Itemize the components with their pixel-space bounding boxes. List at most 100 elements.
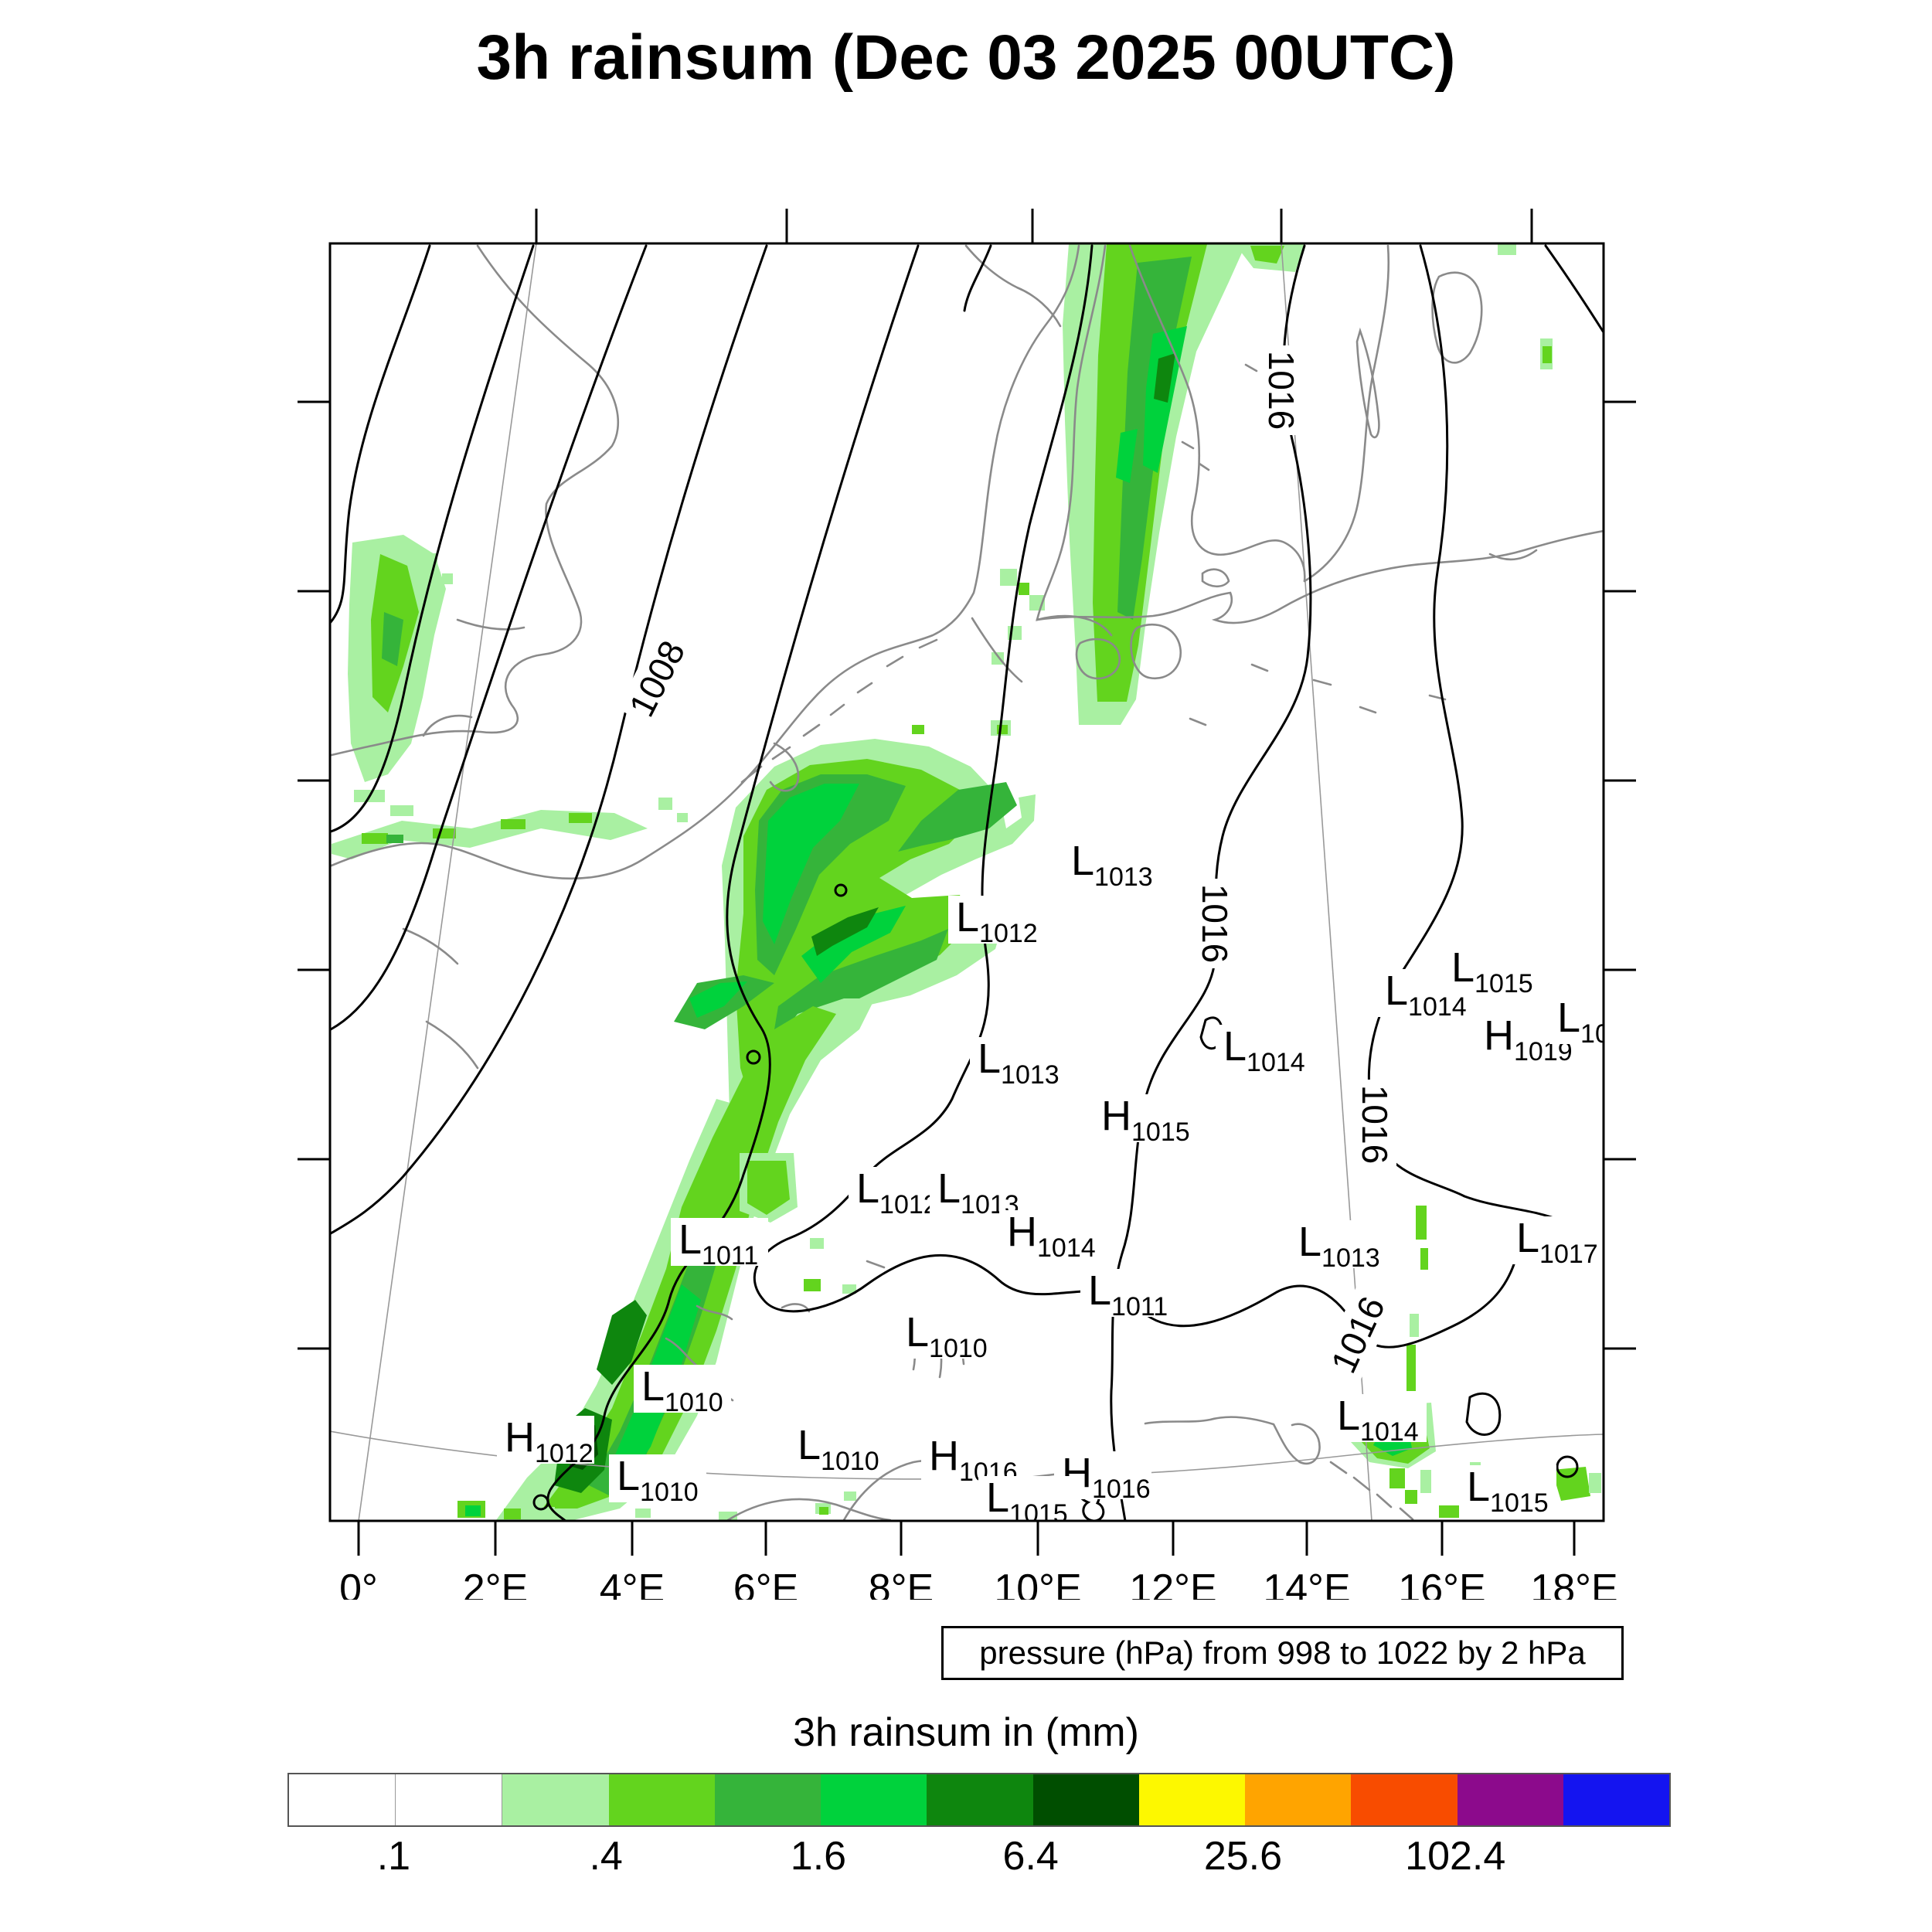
colorbar-boundary-label: 6.4 <box>1002 1834 1059 1879</box>
tick-label-bottom: 18°E <box>1530 1566 1617 1600</box>
svg-text:L1014: L1014 <box>1385 968 1467 1022</box>
pressure-center-L1011: L1011 <box>671 1216 768 1270</box>
rain-patch <box>1154 353 1175 403</box>
coastline <box>1303 244 1390 583</box>
colorbar-boundary-label: .1 <box>376 1834 411 1879</box>
pressure-center-L1010: L1010 <box>790 1422 887 1476</box>
pressure-center-H1015: H1015 <box>1094 1093 1191 1147</box>
pressure-center-L1014: L1014 <box>1329 1393 1427 1447</box>
pressure-center-L1013: L1013 <box>930 1165 1027 1219</box>
tick-label-bottom: 8°E <box>869 1566 934 1600</box>
rain-patch <box>770 929 948 1083</box>
svg-text:L1017: L1017 <box>1557 995 1639 1049</box>
coastline <box>918 638 938 649</box>
coastline <box>1431 271 1483 364</box>
coastline <box>1130 623 1182 680</box>
isobar <box>330 244 431 624</box>
pressure-center-H1014: H1014 <box>999 1209 1097 1263</box>
coastline <box>769 742 800 792</box>
colorbar-labels: .1 .4 1.6 6.4 25.6 102.4 <box>287 1833 1668 1879</box>
svg-text:L1017: L1017 <box>1516 1215 1598 1269</box>
svg-text:L1010: L1010 <box>906 1309 988 1363</box>
coastline <box>1198 462 1210 471</box>
coastlines <box>330 244 1604 1521</box>
pressure-center-L1012: L1012 <box>948 894 1046 948</box>
svg-text:L1014: L1014 <box>1223 1023 1305 1077</box>
tick-label-bottom: 12°E <box>1129 1566 1216 1600</box>
rain-patch <box>1389 1468 1405 1488</box>
coastline <box>1128 244 1306 583</box>
map-frame <box>328 242 1605 1522</box>
tick-label-bottom: 2°E <box>463 1566 528 1600</box>
isobar <box>963 244 992 312</box>
coastline <box>1036 244 1113 637</box>
rain-patch <box>992 652 1004 665</box>
tick-label-bottom: 16°E <box>1398 1566 1485 1600</box>
isobar <box>330 244 535 833</box>
isobar <box>1465 1392 1502 1436</box>
pressure-center-L1011: L1011 <box>1080 1267 1178 1321</box>
pressure-legend-text: pressure (hPa) from 998 to 1022 by 2 hPa <box>979 1634 1586 1671</box>
colorbar-cell-2 <box>502 1774 609 1825</box>
coastline <box>1376 1493 1393 1509</box>
coastline <box>456 618 526 631</box>
coastline <box>964 244 1062 328</box>
rain-patch <box>386 835 403 843</box>
colorbar-cell-5 <box>821 1774 927 1825</box>
isobar <box>330 244 768 1235</box>
svg-text:1016: 1016 <box>1355 1085 1395 1164</box>
pressure-center-L1010: L1010 <box>609 1453 706 1507</box>
pressure-center-L1017: L1017 <box>1509 1215 1604 1269</box>
coastline <box>402 927 459 965</box>
svg-text:1016: 1016 <box>1195 884 1235 963</box>
rain-patch <box>569 813 592 823</box>
tick-label-bottom: 14°E <box>1263 1566 1350 1600</box>
coastline <box>1144 1416 1321 1465</box>
svg-text:1008: 1008 <box>621 634 693 723</box>
coastline <box>1201 568 1230 588</box>
rain-patch <box>1420 1248 1428 1270</box>
coastline <box>866 1260 886 1269</box>
rain-patch <box>1406 1345 1416 1391</box>
rain-patch <box>501 819 526 829</box>
svg-text:L1015: L1015 <box>1451 944 1533 998</box>
tick-label-bottom: 10°E <box>994 1566 1081 1600</box>
rain-patch <box>433 828 456 838</box>
isobar <box>1544 244 1604 334</box>
contour-label: 1016 <box>1353 1080 1396 1169</box>
pressure-center-L1015: L1015 <box>1459 1464 1556 1518</box>
coastline <box>856 682 873 694</box>
pressure-center-L1014: L1014 <box>1216 1023 1313 1077</box>
rain-patch <box>1019 583 1029 595</box>
coastline <box>1036 529 1604 624</box>
pressure-centers: L1013L1012L1014L1014L1015H1019L1017H1015… <box>497 838 1639 1521</box>
coastline <box>1244 363 1258 372</box>
coastline <box>1312 679 1332 686</box>
svg-text:L1013: L1013 <box>978 1036 1060 1090</box>
rain-patch <box>597 1300 647 1385</box>
coastline <box>1359 706 1377 714</box>
coastline <box>1075 638 1121 680</box>
rain-patch <box>1498 244 1516 255</box>
colorbar-boundary-label: 102.4 <box>1405 1834 1506 1879</box>
rain-patch <box>635 1509 651 1518</box>
rain-patch <box>1416 1206 1427 1240</box>
contour-label: 1016 <box>1319 1284 1396 1385</box>
svg-text:1016: 1016 <box>1261 351 1301 430</box>
rain-patch <box>912 725 924 734</box>
colorbar-cell-1 <box>396 1774 503 1825</box>
rain-patch <box>997 725 1008 734</box>
rain-patch <box>842 1284 856 1294</box>
coastline <box>1488 549 1538 561</box>
rain-patch <box>689 981 747 1018</box>
rain-patch <box>1410 1314 1419 1337</box>
rain-patch <box>465 1505 481 1516</box>
coastline <box>1189 717 1207 726</box>
rain-patch <box>362 833 388 844</box>
tick-label-bottom: 6°E <box>733 1566 798 1600</box>
colorbar-cell-9 <box>1245 1774 1352 1825</box>
coastline <box>802 723 821 737</box>
coastline <box>1250 663 1269 672</box>
svg-text:L1013: L1013 <box>1298 1219 1380 1273</box>
svg-text:L1012: L1012 <box>856 1165 938 1219</box>
